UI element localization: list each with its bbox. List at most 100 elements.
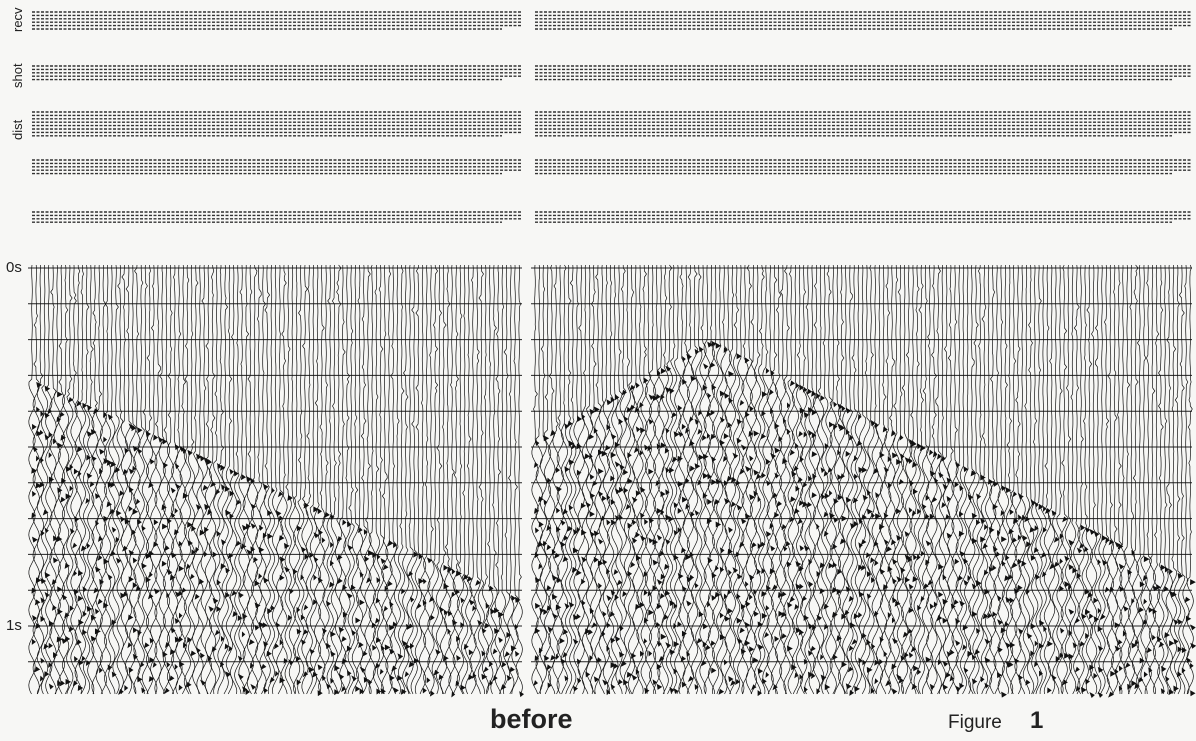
wiggle-fill [610, 519, 616, 526]
wiggle-fill [660, 633, 667, 640]
wiggle-fill [1034, 661, 1039, 668]
wiggle-fill [103, 515, 109, 522]
wiggle-fill [932, 451, 938, 458]
wiggle-fill [202, 484, 209, 491]
wiggle-fill [874, 560, 879, 567]
trace [41, 264, 49, 695]
wiggle-fill [873, 468, 879, 475]
wiggle-fill [170, 487, 176, 494]
wiggle-fill [757, 496, 761, 503]
wiggle-fill [602, 610, 607, 617]
wiggle-fill [468, 674, 474, 681]
wiggle-fill [76, 400, 82, 407]
wiggle-fill [745, 465, 751, 472]
wiggle-fill [591, 480, 598, 487]
wiggle-fill [443, 609, 448, 616]
wiggle-fill [673, 641, 680, 648]
wiggle-fill [237, 655, 243, 662]
wiggle-fill [670, 412, 677, 419]
wiggle-fill [166, 569, 173, 576]
wiggle-fill [53, 557, 59, 564]
wiggle-fill [454, 589, 461, 596]
wiggle-fill [1169, 640, 1175, 647]
wiggle-fill [559, 638, 565, 645]
wiggle-fill [707, 341, 713, 348]
wiggle-fill [389, 601, 394, 608]
wiggle-fill [31, 638, 36, 645]
wiggle-fill [357, 527, 363, 534]
wiggle-fill [1170, 591, 1177, 598]
wiggle-fill [110, 461, 117, 468]
wiggle-fill [811, 409, 818, 416]
trace [477, 265, 485, 694]
wiggle-fill [749, 494, 756, 501]
wiggle-fill [73, 570, 78, 577]
wiggle-fill [997, 619, 1003, 626]
wiggle-fill [860, 539, 867, 546]
trace [968, 264, 976, 695]
trace [577, 264, 585, 695]
wiggle-fill [221, 539, 227, 546]
wiggle-fill [73, 468, 79, 475]
wiggle-fill [668, 516, 674, 523]
wiggle-fill [799, 407, 806, 414]
wiggle-fill [891, 663, 897, 670]
wiggle-fill [1110, 670, 1116, 677]
wiggle-fill [1155, 584, 1161, 591]
wiggle-fill [36, 381, 43, 388]
wiggle-fill [648, 418, 654, 425]
trace [1018, 264, 1026, 695]
wiggle-fill [53, 438, 57, 445]
wiggle-fill [216, 530, 221, 537]
wiggle-fill [124, 447, 130, 454]
trace [661, 264, 669, 695]
wiggle-fill [240, 543, 247, 550]
trace [314, 264, 322, 695]
wiggle-fill [896, 508, 902, 515]
trace [276, 264, 284, 695]
wiggle-fill [736, 418, 743, 425]
wiggle-fill [447, 610, 453, 617]
wiggle-fill [1034, 525, 1039, 532]
wiggle-fill [389, 624, 395, 631]
wiggle-fill [839, 538, 846, 545]
trace [1056, 264, 1064, 695]
wiggle-fill [341, 658, 348, 665]
wiggle-fill [714, 565, 719, 572]
wiggle-fill [598, 538, 604, 545]
wiggle-fill [665, 538, 671, 545]
trace [922, 265, 930, 695]
trace [133, 264, 141, 695]
wiggle-fill [258, 573, 263, 580]
wiggle-fill [254, 602, 261, 609]
wiggle-fill [709, 362, 716, 369]
wiggle-fill [38, 482, 45, 489]
wiggle-fill [744, 640, 751, 647]
trace [955, 264, 963, 695]
wiggle-fill [1000, 627, 1007, 634]
wiggle-fill [350, 584, 356, 591]
wiggle-fill [908, 607, 914, 614]
wiggle-fill [556, 653, 560, 660]
wiggle-fill [688, 416, 694, 423]
wiggle-fill [1143, 556, 1150, 563]
trace [703, 264, 711, 695]
wiggle-fill [504, 651, 510, 658]
wiggle-fill [613, 663, 619, 670]
wiggle-fill [856, 440, 863, 447]
wiggle-fill [862, 494, 869, 501]
wiggle-fill [429, 690, 435, 697]
wiggle-fill [375, 662, 381, 669]
wiggle-fill [702, 384, 708, 391]
trace [581, 264, 589, 695]
wiggle-fill [372, 552, 377, 559]
wiggle-fill [555, 604, 562, 611]
wiggle-fill [177, 590, 183, 597]
wiggle-fill [422, 578, 427, 585]
wiggle-fill [488, 661, 494, 668]
trace [762, 264, 770, 695]
trace [503, 264, 511, 695]
wiggle-fill [1084, 588, 1090, 595]
wiggle-fill [715, 342, 722, 349]
time-label: 0s [6, 259, 22, 276]
